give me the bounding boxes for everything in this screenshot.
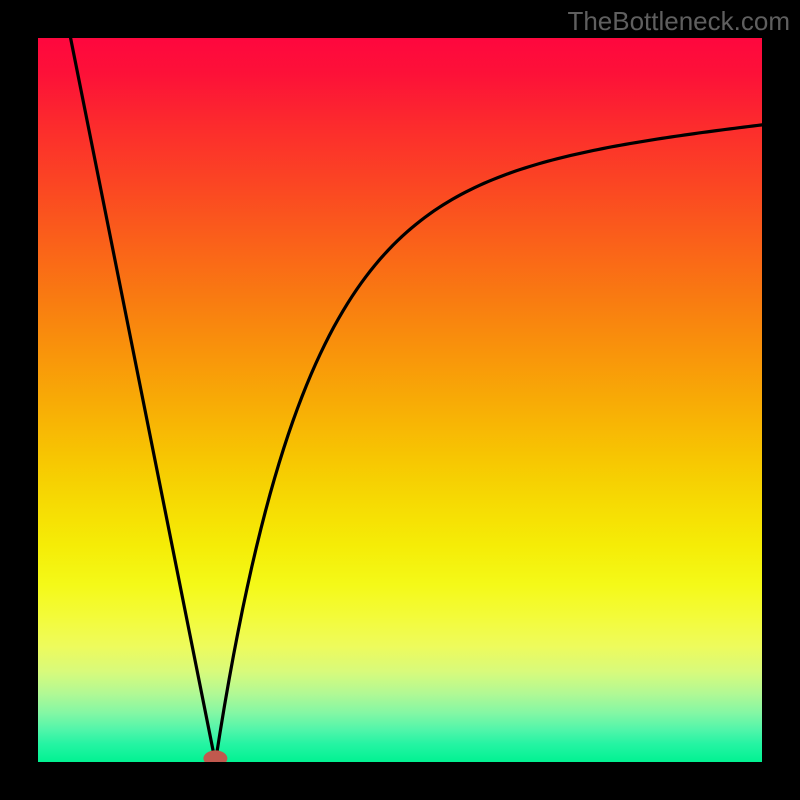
chart-container: TheBottleneck.com	[0, 0, 800, 800]
gradient-background	[38, 38, 762, 762]
watermark-text: TheBottleneck.com	[567, 6, 790, 37]
bottleneck-chart	[0, 0, 800, 800]
